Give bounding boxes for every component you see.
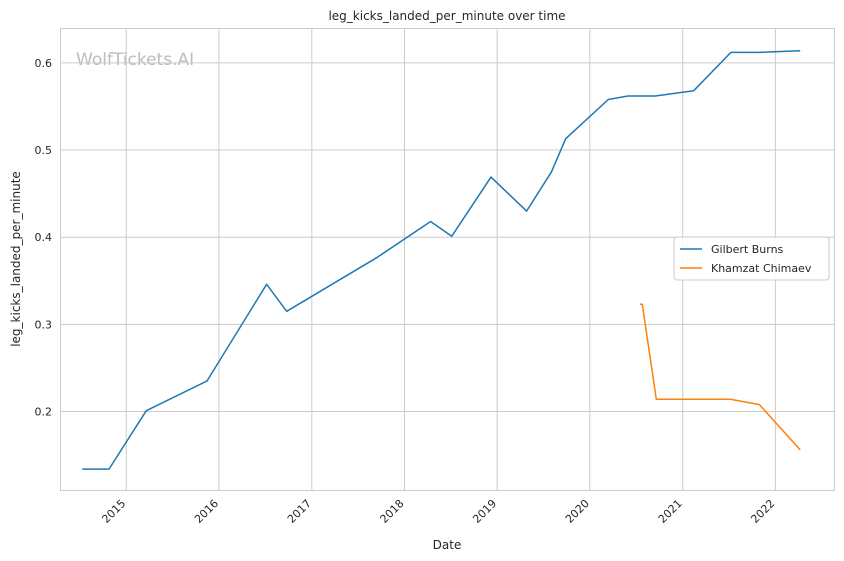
- x-tick-label: 2019: [470, 497, 499, 526]
- x-axis-label: Date: [433, 538, 462, 552]
- x-tick-label: 2017: [285, 497, 314, 526]
- chart-title: leg_kicks_landed_per_minute over time: [328, 9, 565, 23]
- series-line-khamzat-chimaev: [639, 303, 801, 451]
- y-tick-label: 0.3: [35, 318, 53, 331]
- watermark: WolfTickets.AI: [76, 50, 194, 70]
- x-tick-label: 2020: [563, 497, 592, 526]
- y-axis-label: leg_kicks_landed_per_minute: [9, 171, 23, 347]
- x-tick-label: 2022: [748, 497, 777, 526]
- y-tick-label: 0.4: [35, 231, 53, 244]
- y-tick-label: 0.5: [35, 144, 53, 157]
- x-tick-label: 2015: [99, 497, 128, 526]
- series-line-gilbert-burns: [82, 49, 801, 470]
- tick-layer: 0.2 0.3 0.4 0.5 0.6 2015 2016 2017 2018 2019 2020 2…: [35, 57, 778, 526]
- x-tick-label: 2018: [378, 497, 407, 526]
- y-tick-label: 0.6: [35, 57, 53, 70]
- legend: Gilbert Burns Khamzat Chimaev: [673, 236, 830, 281]
- legend-label-khamzat-chimaev: Khamzat Chimaev: [711, 262, 812, 275]
- legend-label-gilbert-burns: Gilbert Burns: [711, 243, 784, 256]
- x-tick-label: 2021: [656, 497, 685, 526]
- x-tick-label: 2016: [192, 497, 221, 526]
- y-tick-label: 0.2: [35, 406, 53, 419]
- plot-frame: [60, 28, 835, 491]
- legend-box: [673, 236, 830, 281]
- series-layer: [82, 49, 801, 470]
